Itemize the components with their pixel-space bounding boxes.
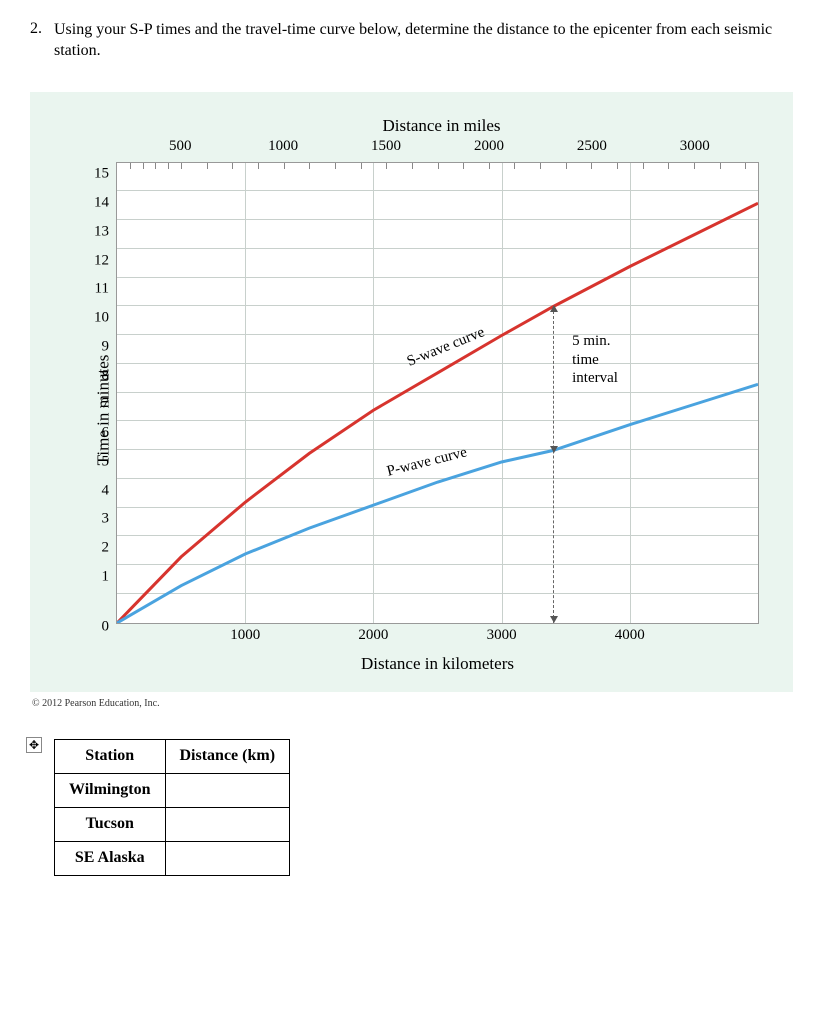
col-header-station: Station	[55, 739, 166, 773]
table-row: Tucson	[55, 807, 290, 841]
y-tick: 7	[102, 396, 118, 413]
bottom-axis-title: Distance in kilometers	[116, 654, 759, 674]
y-tick: 8	[102, 367, 118, 384]
y-tick: 6	[102, 425, 118, 442]
col-header-distance: Distance (km)	[165, 739, 290, 773]
top-tick: 3000	[680, 138, 710, 155]
y-tick: 9	[102, 338, 118, 355]
y-tick: 4	[102, 482, 118, 499]
top-tick: 1500	[371, 138, 401, 155]
distance-cell[interactable]	[165, 807, 290, 841]
copyright-text: © 2012 Pearson Education, Inc.	[32, 698, 793, 709]
table-row: SE Alaska	[55, 841, 290, 875]
y-tick: 1	[102, 568, 118, 585]
interval-annotation: 5 min. time interval	[572, 332, 618, 388]
bottom-tick: 3000	[487, 627, 517, 644]
y-tick: 14	[94, 195, 117, 212]
bottom-tick: 4000	[615, 627, 645, 644]
y-tick: 0	[102, 619, 118, 636]
question-text: Using your S-P times and the travel-time…	[54, 20, 793, 62]
arrow-down-icon	[550, 616, 558, 623]
plot-area: 0 1 2 3 4 5 6 7 8 9 10 11 12 13 14 15	[116, 162, 759, 624]
y-tick: 2	[102, 540, 118, 557]
arrow-up-icon	[550, 305, 558, 312]
y-tick: 5	[102, 453, 118, 470]
top-axis-title: Distance in miles	[54, 116, 769, 136]
top-tick: 2000	[474, 138, 504, 155]
top-tick: 500	[169, 138, 192, 155]
distance-cell[interactable]	[165, 773, 290, 807]
question-block: 2. Using your S-P times and the travel-t…	[30, 20, 793, 62]
bottom-tick: 1000	[230, 627, 260, 644]
p-wave-curve	[117, 384, 758, 623]
chart-area: Time in minutes 500 1000 1500 2000 2500 …	[54, 140, 769, 680]
y-tick: 11	[95, 281, 117, 298]
interval-dashed-line	[553, 306, 554, 622]
travel-time-chart: Distance in miles Time in minutes 500 10…	[30, 92, 793, 692]
distance-cell[interactable]	[165, 841, 290, 875]
y-tick: 10	[94, 310, 117, 327]
y-tick: 13	[94, 223, 117, 240]
answer-table-block: ✥ Station Distance (km) Wilmington Tucso…	[30, 739, 793, 876]
y-tick: 12	[94, 252, 117, 269]
arrow-down-icon	[550, 446, 558, 453]
bottom-tick: 2000	[358, 627, 388, 644]
table-row: Wilmington	[55, 773, 290, 807]
move-icon: ✥	[26, 737, 42, 753]
curves-svg	[117, 163, 758, 623]
answer-table: Station Distance (km) Wilmington Tucson …	[54, 739, 290, 876]
top-tick: 1000	[268, 138, 298, 155]
top-tick-row: 500 1000 1500 2000 2500 3000	[116, 138, 759, 158]
y-tick: 15	[94, 166, 117, 183]
y-tick: 3	[102, 511, 118, 528]
top-tick: 2500	[577, 138, 607, 155]
question-number: 2.	[30, 20, 42, 62]
